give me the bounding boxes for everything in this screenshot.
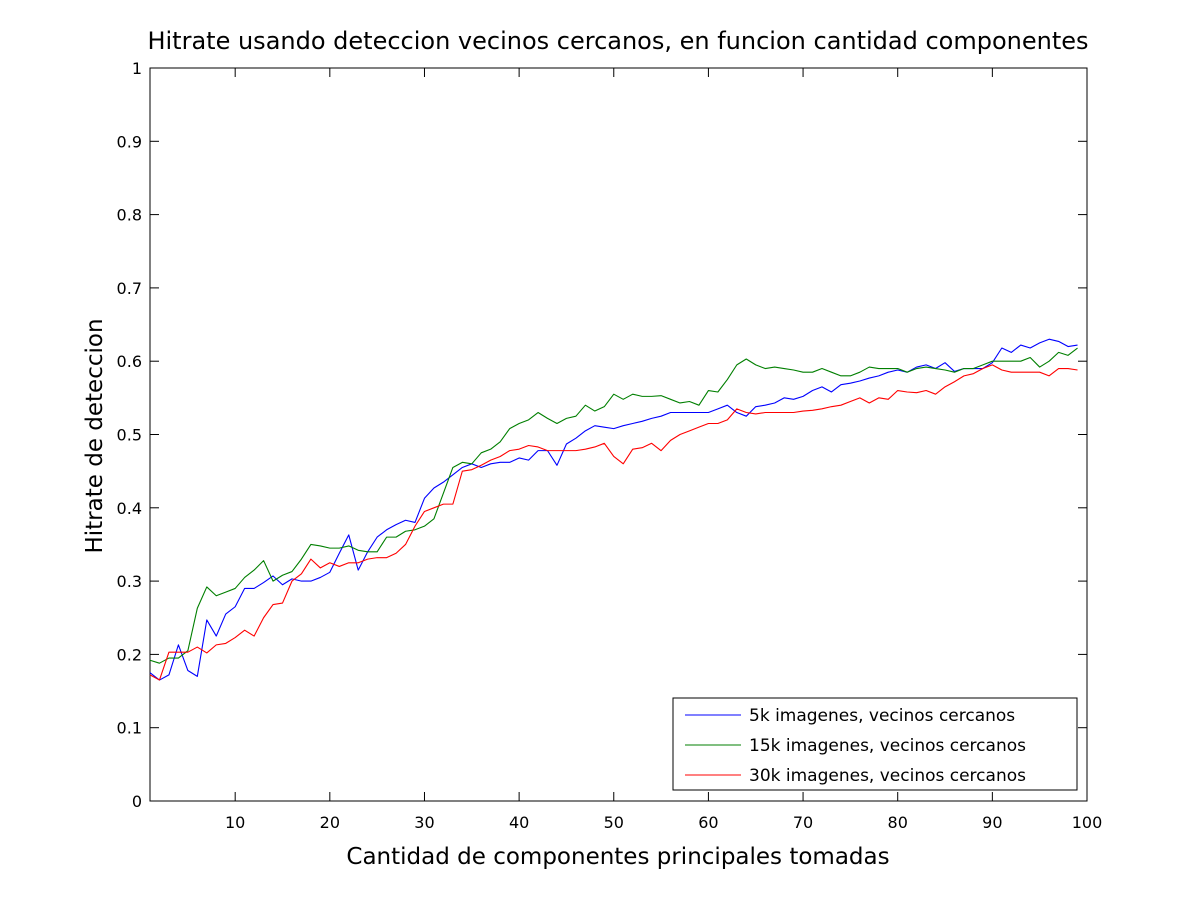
series-line-1: [149, 338, 1078, 681]
x-tick-label: 10: [225, 813, 245, 832]
legend: 5k imagenes, vecinos cercanos 15k imagene…: [672, 697, 1078, 791]
x-tick-label: 20: [320, 813, 340, 832]
x-axis-title: Cantidad de componentes principales toma…: [346, 844, 889, 870]
x-tick-label: 100: [1072, 813, 1103, 832]
y-axis-title: Hitrate de deteccion: [82, 318, 108, 553]
y-tick-label: 0.6: [117, 352, 142, 371]
y-tick-label: 0.1: [117, 719, 142, 738]
legend-label-1: 5k imagenes, vecinos cercanos: [749, 706, 1015, 726]
series-line-3: [149, 364, 1078, 681]
x-tick-label: 60: [698, 813, 718, 832]
y-tick-label: 0.9: [117, 132, 142, 151]
x-tick-label: 30: [414, 813, 434, 832]
y-tick-label: 1: [132, 59, 142, 78]
x-tick-label: 40: [509, 813, 529, 832]
legend-label-3: 30k imagenes, vecinos cercanos: [749, 766, 1026, 786]
y-tick-label: 0.3: [117, 572, 142, 591]
plot-frame: [149, 67, 1088, 802]
y-tick-label: 0.7: [117, 279, 142, 298]
x-tick-label: 70: [793, 813, 813, 832]
legend-label-2: 15k imagenes, vecinos cercanos: [749, 736, 1026, 756]
x-tick-label: 50: [604, 813, 624, 832]
x-tick-label: 80: [888, 813, 908, 832]
y-tick-label: 0.4: [117, 499, 142, 518]
x-tick-label: 90: [982, 813, 1002, 832]
y-tick-label: 0: [132, 792, 142, 811]
series-line-2: [149, 347, 1078, 664]
plot-area: 10 20 30 40 50 60 70 80 90 100 0 0.1 0.2 0.3 0.4 0.5 0.6…: [117, 59, 1103, 832]
chart-title: Hitrate usando deteccion vecinos cercano…: [147, 27, 1088, 55]
y-tick-label: 0.5: [117, 426, 142, 445]
y-tick-label: 0.8: [117, 206, 142, 225]
y-tick-label: 0.2: [117, 645, 142, 664]
